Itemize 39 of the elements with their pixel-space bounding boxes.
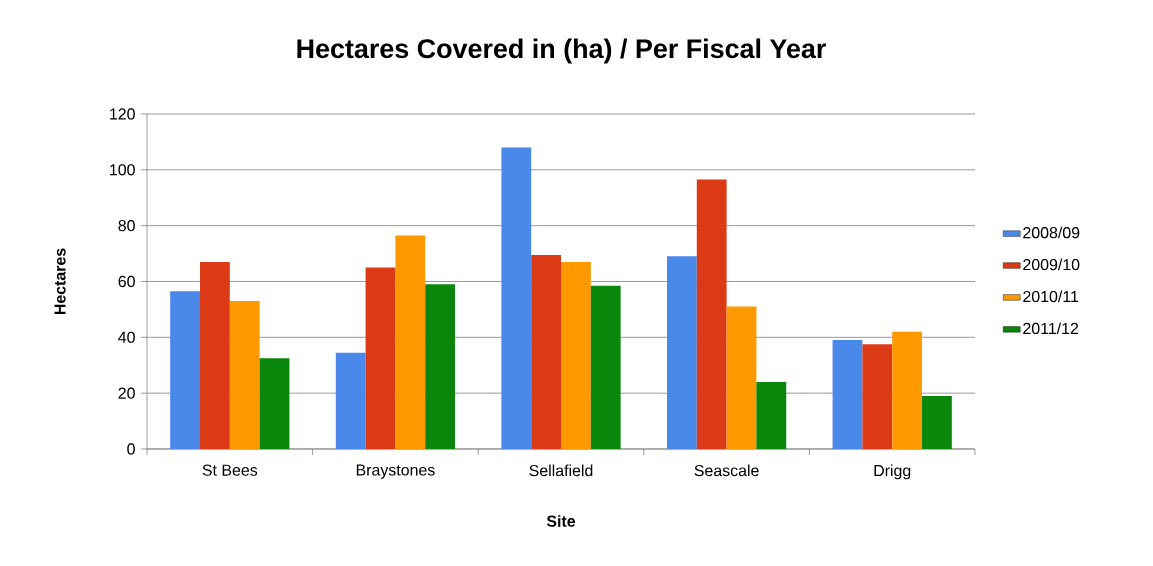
- x-tick-label: Braystones: [356, 464, 435, 479]
- bar: [501, 147, 532, 449]
- x-axis-title: Site: [546, 515, 576, 527]
- bar: [395, 235, 426, 449]
- bar: [922, 395, 952, 449]
- bar: [696, 179, 727, 449]
- bar: [259, 358, 290, 449]
- bar: [892, 331, 923, 449]
- bar: [756, 381, 787, 449]
- x-tick-label: St Bees: [202, 464, 258, 476]
- legend-label: 2009/10: [1023, 258, 1080, 271]
- x-tick-label: Seascale: [694, 464, 759, 477]
- legend-label: 2010/11: [1023, 290, 1079, 303]
- x-tick-label: Drigg: [874, 464, 911, 480]
- bar: [425, 284, 456, 449]
- y-tick-label: 60: [118, 275, 135, 288]
- y-tick-label: 0: [127, 443, 135, 455]
- y-tick-label: 20: [118, 387, 135, 399]
- y-axis-title: Hectares: [54, 248, 66, 315]
- y-tick-label: 80: [118, 220, 135, 232]
- bar: [666, 256, 697, 449]
- bar: [170, 291, 200, 449]
- bar: [561, 261, 591, 449]
- bar: [365, 267, 396, 449]
- bar: [590, 285, 621, 449]
- legend-label: 2011/12: [1023, 322, 1079, 335]
- y-tick-label: 40: [118, 331, 135, 343]
- x-tick-label: Sellafield: [529, 464, 593, 477]
- bar: [531, 254, 562, 449]
- y-tick-label: 100: [110, 164, 135, 176]
- bar: [862, 344, 893, 449]
- bar: [229, 301, 260, 449]
- y-tick-label: 120: [110, 108, 135, 120]
- bar: [726, 306, 757, 449]
- bar: [832, 340, 863, 449]
- legend-label: 2008/09: [1023, 226, 1080, 239]
- bar: [335, 352, 366, 449]
- bar: [200, 261, 230, 449]
- chart-title: Hectares Covered in (ha) / Per Fiscal Year: [297, 38, 826, 64]
